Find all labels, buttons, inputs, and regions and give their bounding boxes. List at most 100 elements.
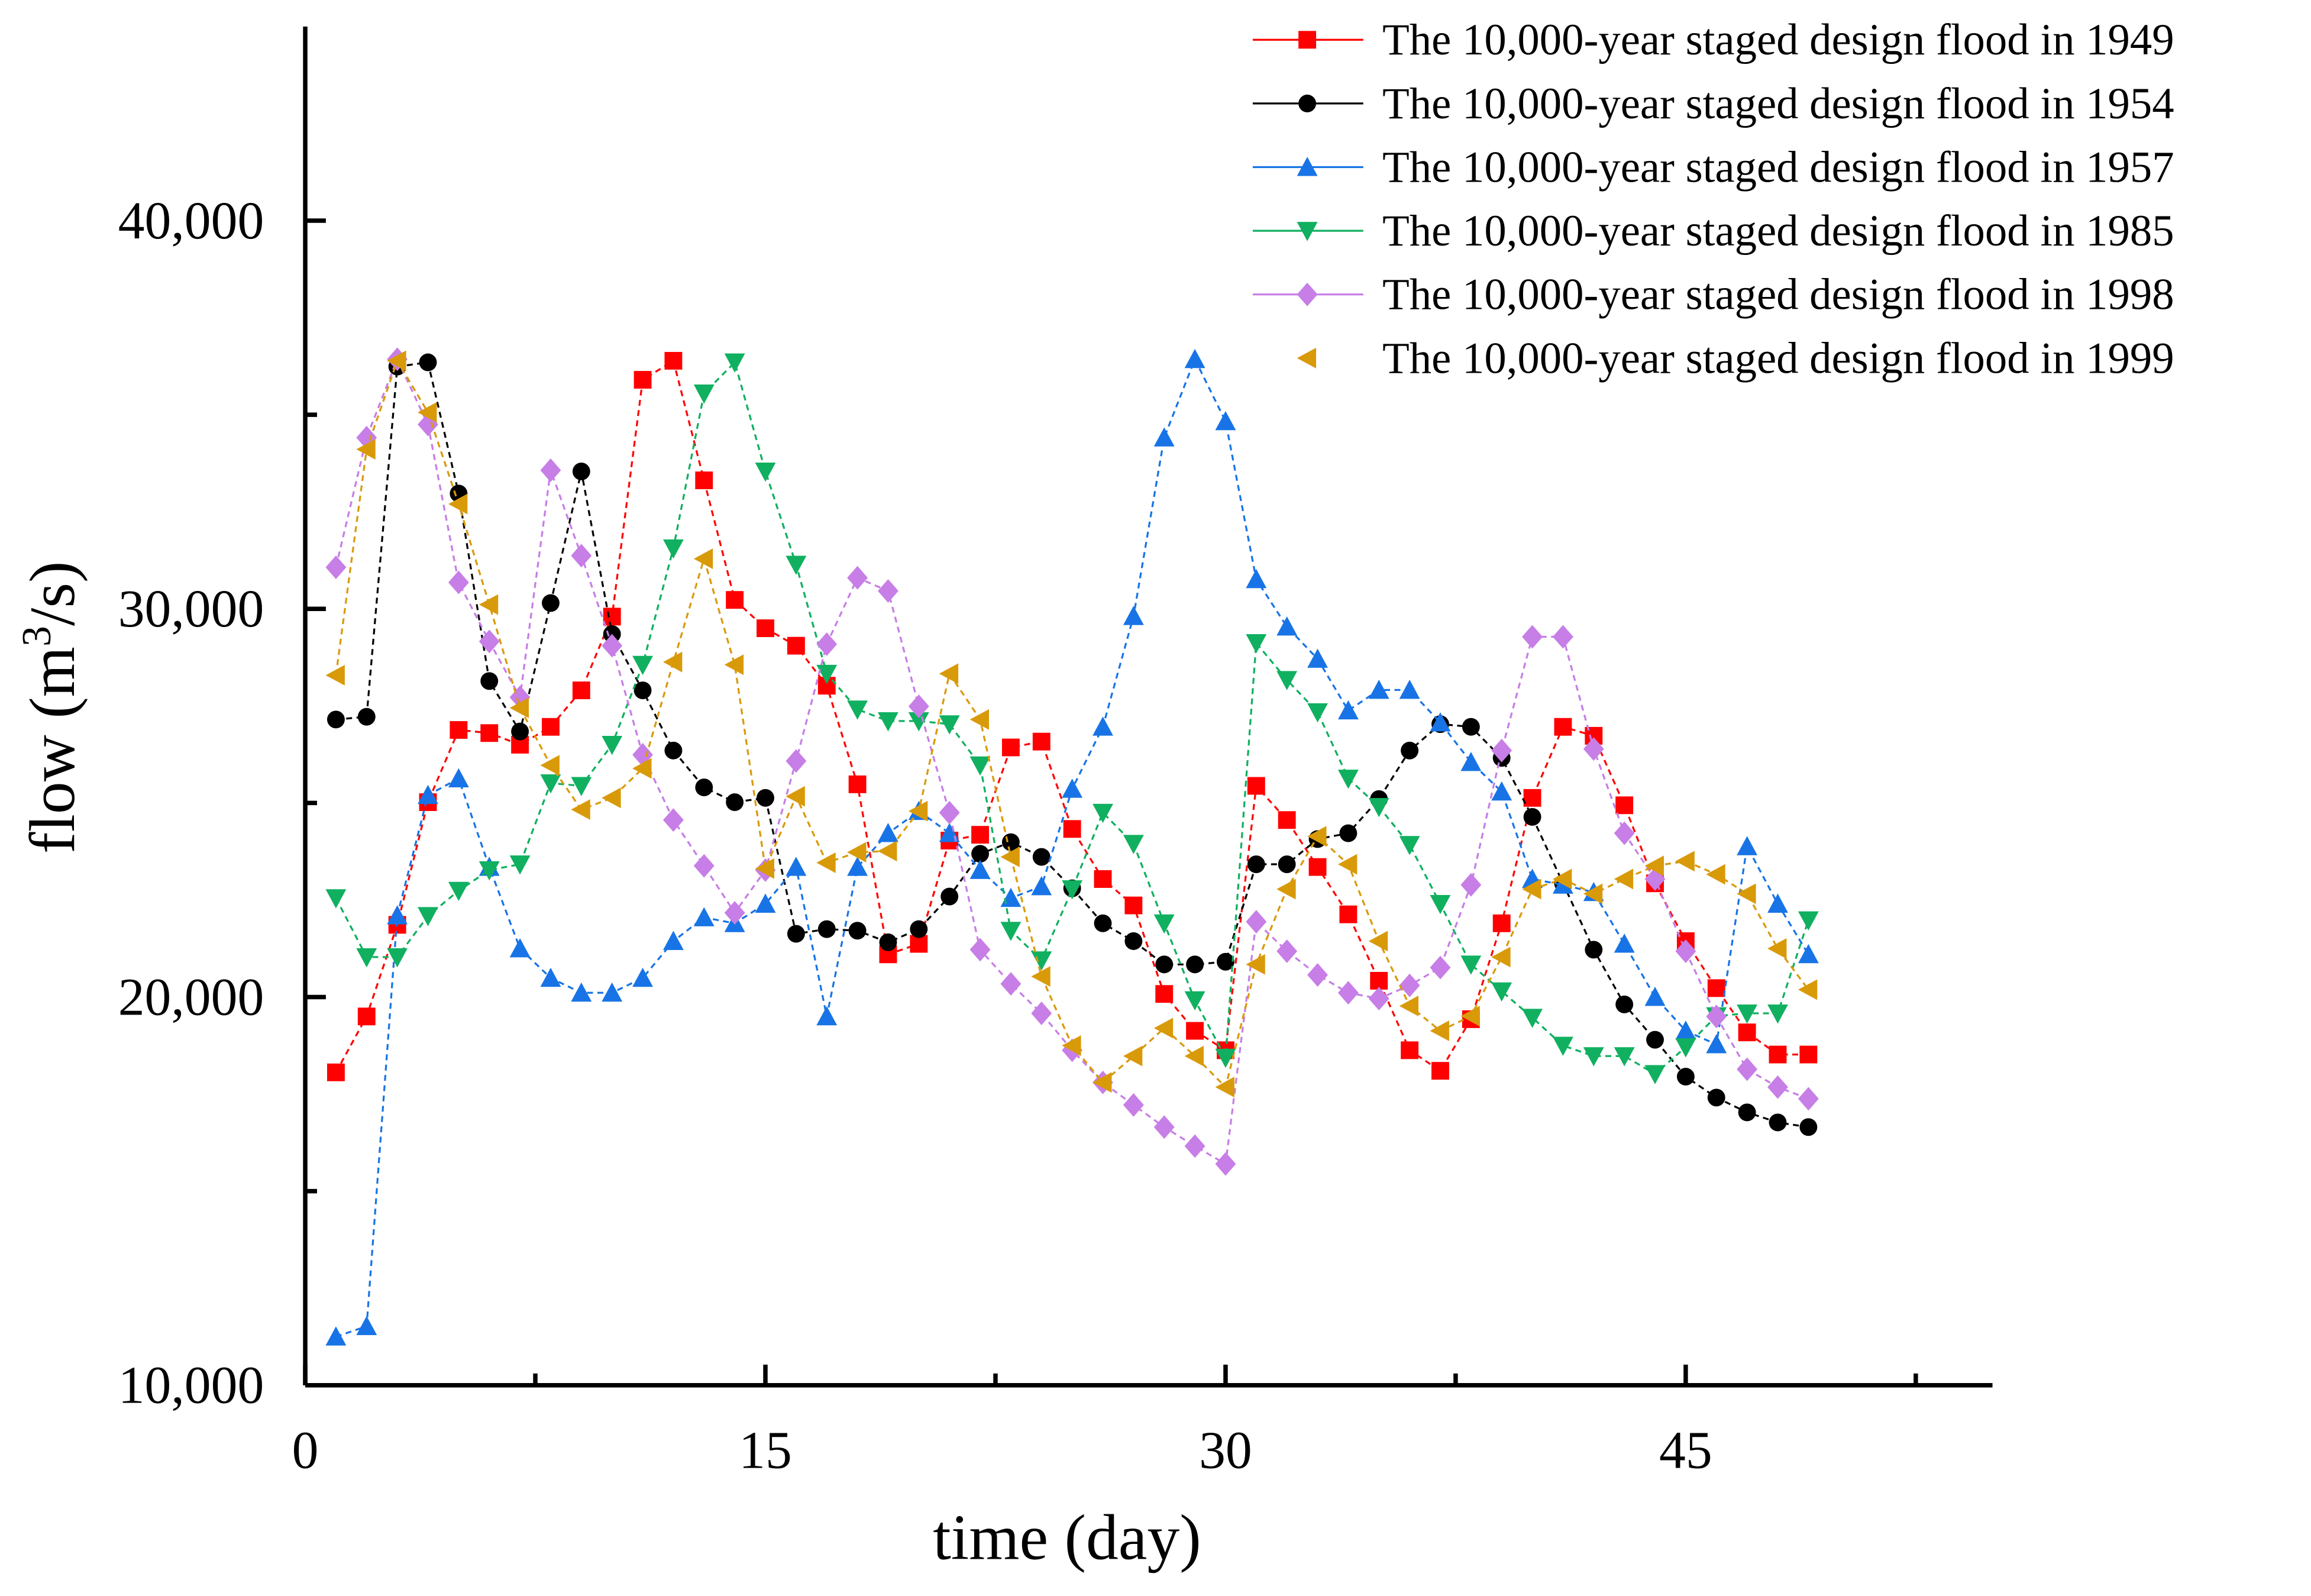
data-point-diamond xyxy=(1297,282,1318,306)
data-point-square xyxy=(1032,732,1051,751)
data-point-diamond xyxy=(1552,625,1573,649)
data-point-triangle-left xyxy=(969,709,989,730)
data-point-circle xyxy=(1523,808,1541,826)
data-point-triangle-left xyxy=(1215,1077,1234,1098)
data-point-triangle-left xyxy=(1337,854,1357,875)
data-point-circle xyxy=(1247,855,1265,873)
data-point-circle xyxy=(1707,1088,1725,1107)
data-point-triangle-left xyxy=(1675,851,1695,872)
data-point-triangle-left xyxy=(1430,1020,1449,1042)
data-point-triangle-left xyxy=(1031,966,1051,987)
data-point-triangle-left xyxy=(816,852,836,873)
data-point-square xyxy=(1738,1023,1756,1042)
data-point-diamond xyxy=(540,458,561,482)
data-point-triangle-up xyxy=(509,938,531,958)
data-point-diamond xyxy=(693,854,715,878)
data-point-triangle-up xyxy=(1337,700,1359,720)
data-point-triangle-down xyxy=(1031,951,1052,971)
data-point-triangle-up xyxy=(1276,616,1298,636)
data-point-circle xyxy=(1769,1113,1787,1132)
series-0 xyxy=(327,351,1818,1081)
data-point-triangle-left xyxy=(1153,1017,1174,1039)
data-point-square xyxy=(1094,870,1112,888)
data-point-circle xyxy=(419,353,437,371)
data-point-circle xyxy=(357,707,376,726)
data-point-triangle-up xyxy=(1123,606,1144,625)
data-point-diamond xyxy=(1153,1115,1175,1139)
data-point-triangle-down xyxy=(755,462,776,482)
data-point-circle xyxy=(1124,932,1143,950)
data-point-diamond xyxy=(1184,1134,1205,1158)
data-point-circle xyxy=(572,462,590,480)
data-point-square xyxy=(603,608,621,626)
data-point-triangle-down xyxy=(1093,803,1113,823)
data-point-triangle-up xyxy=(1737,836,1758,855)
data-point-diamond xyxy=(1123,1093,1144,1117)
x-tick-label: 0 xyxy=(292,1421,319,1479)
data-point-triangle-down xyxy=(878,712,898,732)
data-point-triangle-left xyxy=(1767,938,1787,959)
data-point-triangle-up xyxy=(540,967,561,987)
data-point-square xyxy=(1769,1045,1787,1064)
data-point-triangle-up xyxy=(1093,716,1113,736)
data-point-diamond xyxy=(1031,1001,1052,1025)
data-point-triangle-down xyxy=(1297,222,1318,241)
data-point-triangle-down xyxy=(1430,895,1451,915)
data-point-triangle-down xyxy=(662,539,684,559)
data-point-triangle-left xyxy=(1276,878,1296,900)
data-point-triangle-left xyxy=(1399,996,1419,1017)
data-point-circle xyxy=(1032,848,1051,866)
data-point-triangle-up xyxy=(632,967,653,987)
data-point-triangle-left xyxy=(755,858,774,879)
data-point-circle xyxy=(1339,824,1357,842)
data-point-triangle-up xyxy=(1399,679,1420,699)
data-point-triangle-up xyxy=(418,784,438,805)
data-point-circle xyxy=(1186,955,1204,974)
data-point-triangle-left xyxy=(724,654,744,676)
data-point-triangle-left xyxy=(325,665,345,686)
data-point-diamond xyxy=(1307,963,1328,987)
legend-label: The 10,000-year staged design flood in 1… xyxy=(1382,143,2174,192)
data-point-square xyxy=(664,351,683,370)
data-point-square xyxy=(1155,985,1174,1003)
y-label-part1: flow (m xyxy=(16,647,88,854)
data-point-triangle-up xyxy=(448,768,469,787)
data-point-triangle-left xyxy=(847,842,867,863)
data-point-circle xyxy=(1155,955,1174,974)
data-point-circle xyxy=(1216,952,1234,971)
data-point-square xyxy=(1431,1062,1449,1080)
data-point-triangle-up xyxy=(1297,157,1318,176)
data-point-triangle-left xyxy=(1522,878,1541,900)
data-point-triangle-down xyxy=(786,555,807,575)
data-point-circle xyxy=(910,920,928,938)
data-point-circle xyxy=(1462,718,1480,736)
y-label-superscript: 3 xyxy=(14,626,60,647)
data-point-triangle-down xyxy=(1614,1047,1635,1067)
data-point-square xyxy=(910,935,928,953)
data-point-square xyxy=(1615,796,1634,815)
data-point-square xyxy=(1799,1045,1818,1064)
data-point-triangle-up xyxy=(1675,1020,1696,1040)
data-point-triangle-down xyxy=(724,353,745,373)
data-point-triangle-up xyxy=(1798,944,1819,964)
data-point-diamond xyxy=(1491,738,1512,763)
data-point-triangle-left xyxy=(1460,1006,1480,1027)
data-point-triangle-up xyxy=(662,931,684,950)
data-point-triangle-down xyxy=(969,756,991,776)
data-point-square xyxy=(1401,1041,1419,1059)
data-point-circle xyxy=(1646,1030,1664,1049)
data-point-triangle-down xyxy=(1062,880,1083,900)
series-5 xyxy=(325,350,1818,1098)
legend-label: The 10,000-year staged design flood in 1… xyxy=(1382,334,2174,383)
data-point-triangle-up xyxy=(571,982,592,1002)
data-point-square xyxy=(572,681,590,699)
data-point-triangle-down xyxy=(1767,1004,1788,1024)
data-point-triangle-down xyxy=(602,735,623,755)
data-point-circle xyxy=(511,722,529,741)
data-point-triangle-down xyxy=(479,861,500,881)
data-point-circle xyxy=(787,925,805,943)
data-point-diamond xyxy=(1215,1152,1236,1176)
data-point-diamond xyxy=(662,808,684,832)
data-point-diamond xyxy=(1460,873,1482,897)
data-point-triangle-down xyxy=(1215,1048,1236,1068)
